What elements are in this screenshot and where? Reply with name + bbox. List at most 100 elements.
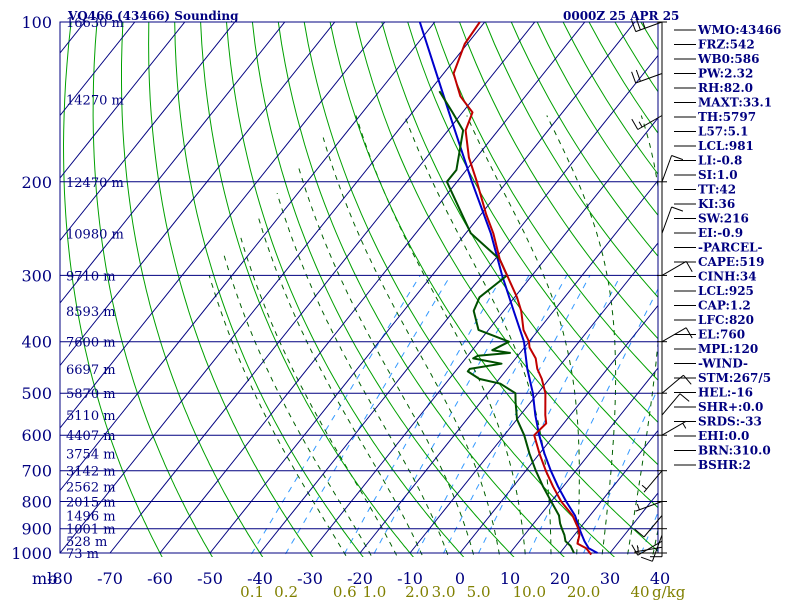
height-label: 1001 m (66, 523, 116, 538)
pressure-tick-label: 300 (21, 266, 52, 285)
isotherm-line (60, 22, 386, 429)
mixing-ratio-tick-label: 0.2 (274, 583, 298, 600)
index-value: RH:82.0 (698, 81, 753, 95)
height-label: 5870 m (66, 387, 116, 402)
indices-panel: WMO:43466FRZ:542WB0:586PW:2.32RH:82.0MAX… (674, 23, 781, 472)
index-value: PW:2.32 (698, 67, 753, 81)
pressure-tick-label: 900 (21, 520, 52, 539)
index-value: MAXT:33.1 (698, 96, 772, 110)
wind-barb (643, 515, 663, 538)
height-labels: 16630 m 14270 m 12470 m 10980 m 9710 m 8593 m… (66, 16, 124, 562)
mixing-ratio-tick-label: 40 (630, 583, 649, 600)
mixing-ratio-line (283, 275, 452, 557)
dry-adiabat-line (121, 22, 264, 557)
moist-adiabat-line (208, 275, 348, 557)
isotherm-line (60, 22, 436, 492)
index-value: L57:5.1 (698, 125, 748, 139)
mixing-ratio-line (581, 387, 658, 557)
index-value: -PARCEL- (698, 241, 763, 255)
mb-axis-label: mb (32, 569, 57, 588)
wind-barb-feather (635, 18, 641, 31)
height-label: 3754 m (66, 448, 116, 463)
height-label: 8593 m (66, 305, 116, 320)
wind-barb (661, 393, 681, 416)
dry-adiabat-line (200, 22, 414, 557)
wind-barb-column (631, 18, 693, 562)
wind-barb (643, 470, 663, 493)
temperature-tick-label: -80 (47, 569, 73, 588)
temperature-tick-label: -30 (297, 569, 323, 588)
temperature-tick-label: 0 (455, 569, 465, 588)
mixing-ratio-tick-label: 0.6 (333, 583, 357, 600)
moist-adiabat-line (240, 237, 398, 557)
isotherm-grid (60, 22, 658, 554)
dry-adiabat-line (355, 22, 658, 509)
index-value: LCL:981 (698, 139, 754, 153)
wind-barb-half-feather (638, 121, 643, 128)
isotherm-line (459, 304, 658, 554)
wind-barb-feather (683, 374, 692, 385)
parcel-profile-line (418, 22, 598, 554)
index-value: LFC:820 (698, 313, 754, 327)
temperature-tick-label: -60 (147, 569, 173, 588)
isotherm-line (159, 22, 586, 554)
dry-adiabat-line (459, 22, 658, 340)
dry-adiabat-line (433, 22, 658, 381)
temperature-tick-label: -10 (397, 569, 423, 588)
height-label: 5110 m (66, 409, 116, 424)
isotherm-line (60, 22, 186, 179)
mixing-ratio-tick-label: 0.1 (240, 583, 264, 600)
mixing-ratio-tick-label: 2.0 (405, 583, 429, 600)
moist-adiabat-line (322, 137, 501, 557)
height-label: 10980 m (66, 227, 124, 242)
index-value: BSHR:2 (698, 458, 751, 472)
isotherm-line (60, 22, 286, 304)
height-label: 3142 m (66, 465, 116, 480)
index-value: HEL:-16 (698, 386, 753, 400)
index-value: SW:216 (698, 212, 749, 226)
mixing-ratio-tick-label: 20.0 (567, 583, 600, 600)
wind-barb-half-feather (682, 422, 687, 429)
index-value: MPL:120 (698, 342, 758, 356)
wind-barb-feather (635, 69, 641, 82)
height-label: 4407 m (66, 429, 116, 444)
temperature-tick-label: 20 (550, 569, 570, 588)
mixing-ratio-tick-label: 3.0 (432, 583, 456, 600)
index-value: LI:-0.8 (698, 154, 742, 168)
index-value: LCL:925 (698, 284, 754, 298)
sounding-profiles (418, 22, 598, 556)
index-value: WMO:43466 (697, 23, 781, 37)
index-value: EL:760 (698, 328, 745, 342)
index-value: BRN:310.0 (698, 444, 771, 458)
wind-barb-feather (679, 393, 690, 402)
height-label: 7600 m (66, 336, 116, 351)
pressure-tick-label: 200 (21, 173, 52, 192)
dry-adiabat-line (251, 22, 515, 557)
index-value: SRDS:-33 (698, 415, 762, 429)
index-value: CAP:1.2 (698, 299, 751, 313)
dry-adiabat-line (92, 22, 213, 557)
isotherm-line (259, 54, 658, 554)
wind-barb-feather (671, 206, 684, 212)
wind-barb-feather (640, 556, 653, 562)
mixing-ratio-tick-label: 5.0 (467, 583, 491, 600)
index-value: SHR+:0.0 (698, 400, 763, 414)
wind-barb-feather (685, 261, 693, 272)
height-label: 1496 m (66, 510, 116, 525)
isobar-grid (59, 21, 659, 554)
wind-barb-feather (671, 155, 684, 161)
pressure-tick-label: 700 (21, 462, 52, 481)
pressure-tick-label: 400 (21, 333, 52, 352)
dry-adiabat-line (277, 22, 565, 557)
wind-barb (637, 115, 663, 130)
dry-adiabat-line (381, 22, 658, 466)
pressure-tick-label: 100 (21, 13, 52, 32)
moist-adiabat-line (297, 163, 475, 557)
dry-adiabat-line (484, 22, 658, 299)
dry-adiabat-line (510, 22, 658, 257)
index-value: WB0:586 (697, 52, 759, 66)
isotherm-line (309, 117, 658, 554)
dry-adiabat-line (62, 22, 163, 557)
wind-barb-feather (631, 20, 637, 32)
index-value: FRZ:542 (698, 38, 755, 52)
